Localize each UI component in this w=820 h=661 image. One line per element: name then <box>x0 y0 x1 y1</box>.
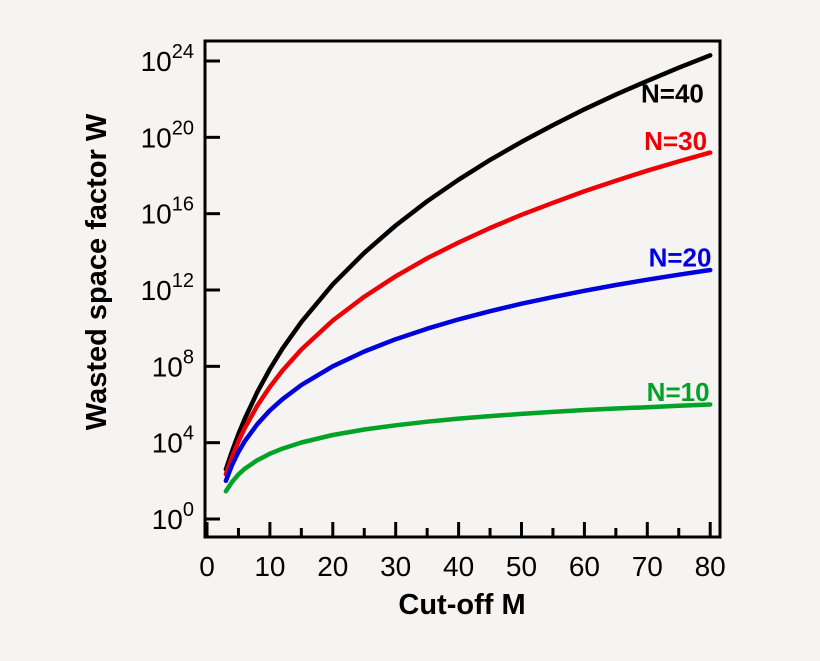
y-tick-label: 1024 <box>141 41 194 77</box>
curve-N30 <box>223 150 713 477</box>
series-label-N10: N=10 <box>647 377 710 407</box>
axes-group <box>203 39 722 539</box>
x-tick-label: 10 <box>254 551 285 582</box>
x-tick-label: 0 <box>199 551 215 582</box>
series-labels-group: N=40 N=30 N=20 N=10 <box>641 78 711 407</box>
y-tick-label: 108 <box>152 346 194 382</box>
curve-N40 <box>223 53 713 472</box>
curves-group <box>223 53 713 494</box>
y-tick-label: 1012 <box>141 270 194 306</box>
x-axis-title: Cut-off M <box>398 589 525 621</box>
y-axis-title: Wasted space factor W <box>81 113 113 430</box>
curve-N20 <box>223 267 713 484</box>
x-tick-label: 40 <box>443 551 474 582</box>
curve-N10 <box>223 402 713 494</box>
y-tick-label: 104 <box>152 423 194 459</box>
x-tick-label: 70 <box>632 551 663 582</box>
plot-frame <box>203 39 722 539</box>
series-label-N40: N=40 <box>641 78 704 108</box>
x-tick-label: 20 <box>317 551 348 582</box>
x-tick-label: 30 <box>380 551 411 582</box>
y-tick-label: 100 <box>152 499 194 535</box>
x-tick-label: 80 <box>695 551 726 582</box>
y-tick-label: 1020 <box>141 117 194 153</box>
y-tick-label: 1016 <box>141 194 194 230</box>
x-tick-label: 50 <box>506 551 537 582</box>
series-label-N20: N=20 <box>649 243 712 273</box>
x-tick-label: 60 <box>569 551 600 582</box>
series-label-N30: N=30 <box>644 126 707 156</box>
tick-labels-group: 0 10 20 30 40 50 60 70 8010010410810121016102010… <box>141 41 726 582</box>
